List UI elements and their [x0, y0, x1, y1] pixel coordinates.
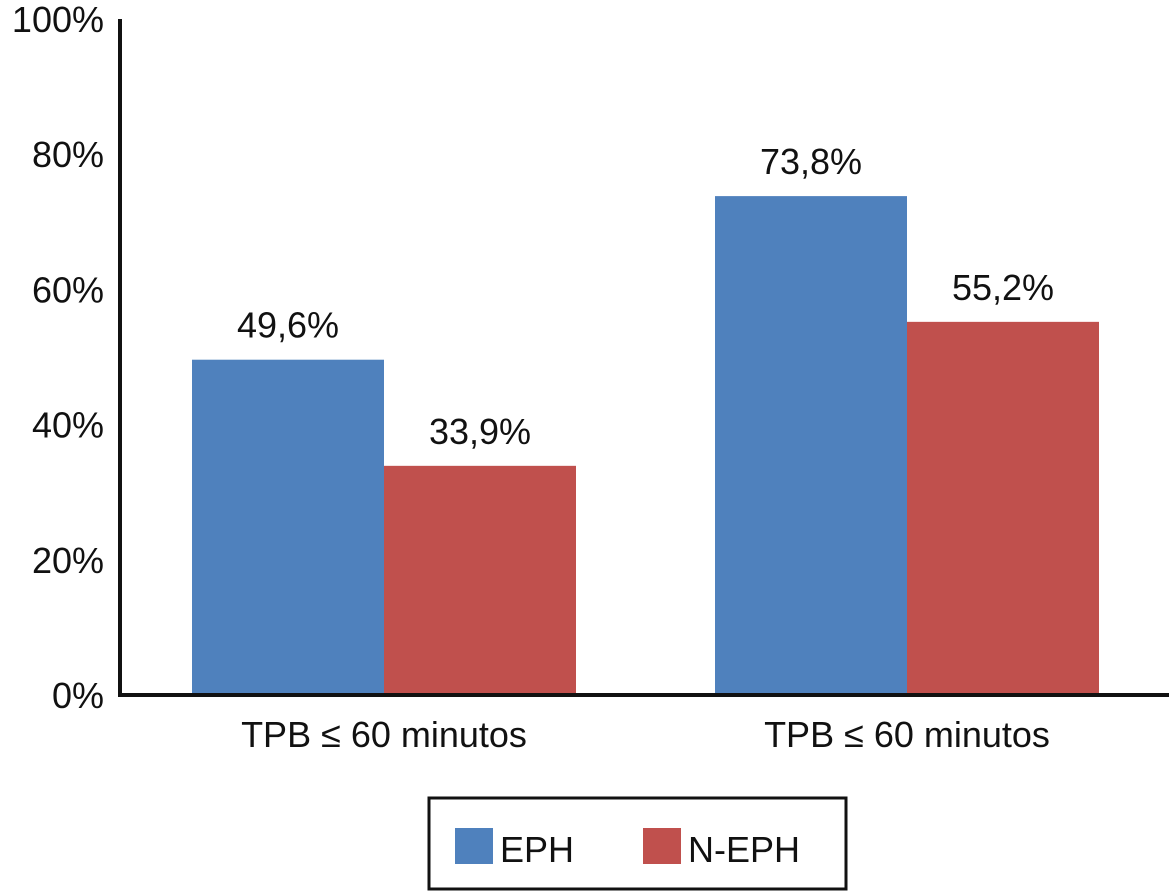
data-label: 33,9%	[429, 411, 531, 452]
y-tick-label: 20%	[32, 540, 104, 581]
legend-label-neph: N-EPH	[688, 829, 800, 870]
bar-n-eph-2	[907, 321, 1099, 695]
y-tick-label: 80%	[32, 134, 104, 175]
data-label: 73,8%	[760, 141, 862, 182]
y-tick-label: 40%	[32, 405, 104, 446]
legend-swatch-neph	[643, 828, 681, 864]
x-category-label: TPB ≤ 60 minutos	[764, 714, 1050, 755]
y-tick-label: 60%	[32, 269, 104, 310]
legend-swatch-eph	[455, 828, 493, 864]
data-label: 49,6%	[237, 305, 339, 346]
y-tick-label: 0%	[52, 675, 104, 716]
bar-eph-2	[715, 196, 907, 695]
legend-box	[427, 796, 848, 891]
bar-n-eph-1	[384, 465, 576, 695]
y-tick-label: 100%	[12, 0, 104, 40]
x-category-label: TPB ≤ 60 minutos	[241, 714, 527, 755]
legend-label-eph: EPH	[500, 829, 574, 870]
data-label: 55,2%	[952, 267, 1054, 308]
bar-eph-1	[192, 359, 384, 695]
legend: EPH N-EPH	[427, 796, 848, 891]
